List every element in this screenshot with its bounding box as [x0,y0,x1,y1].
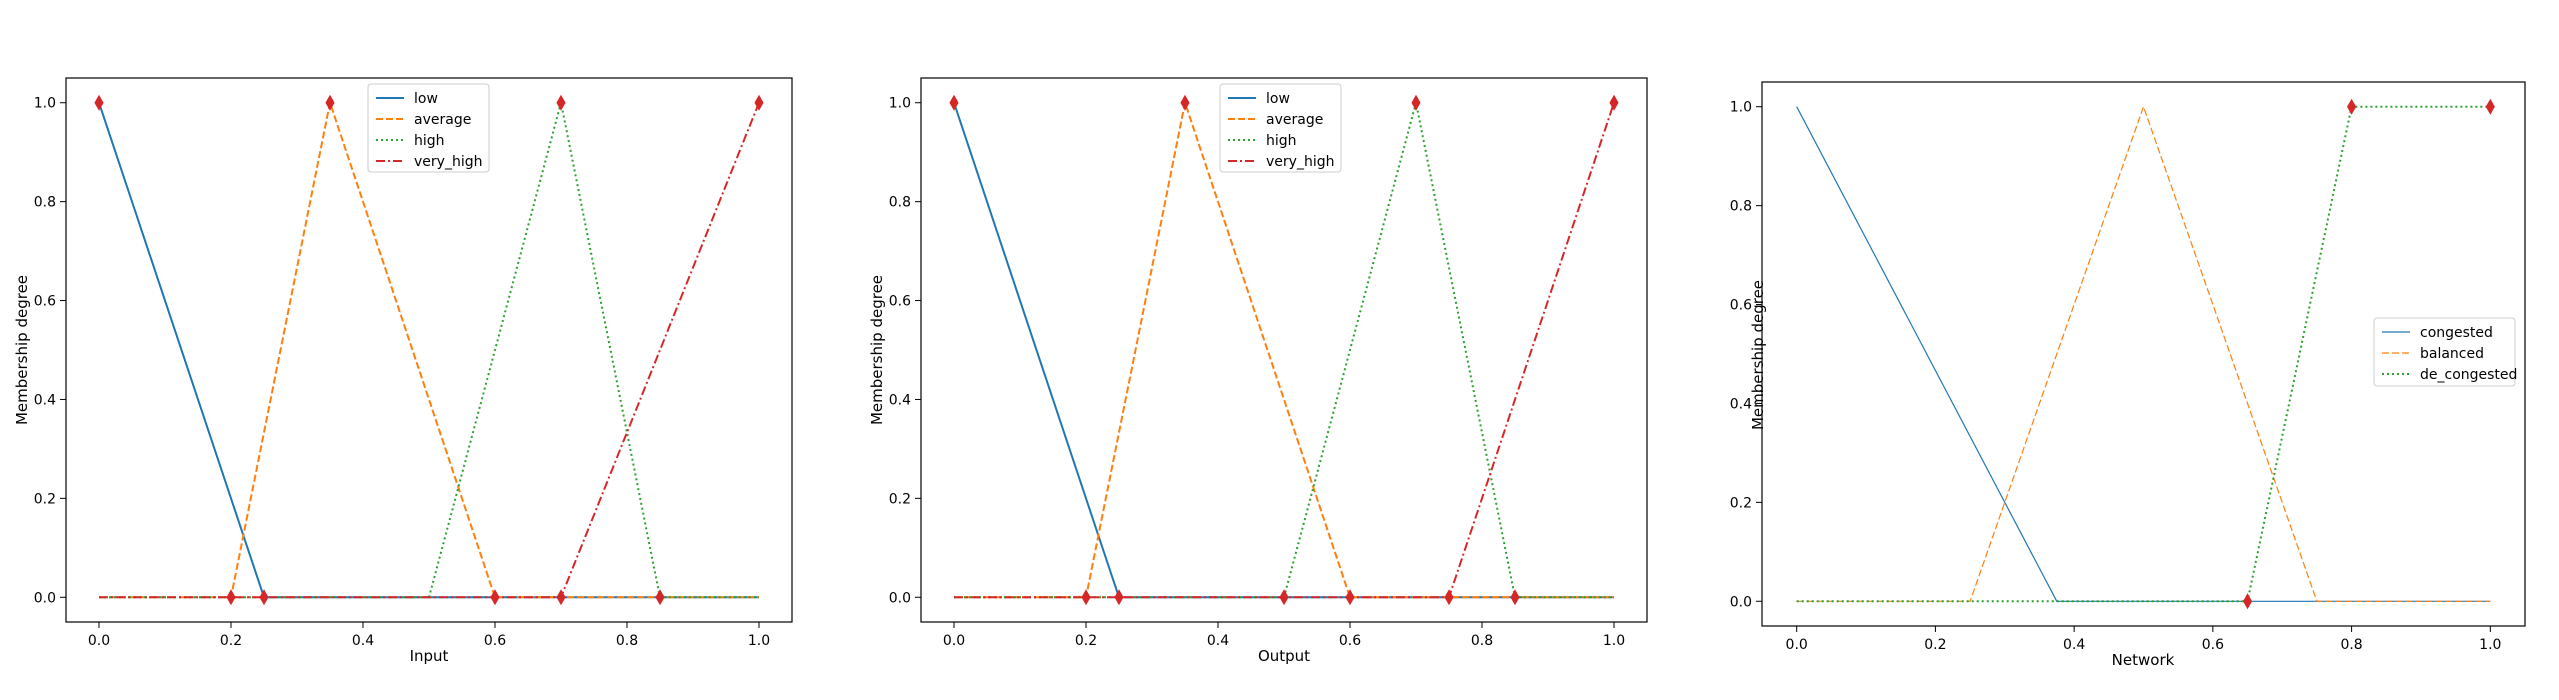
subplot-input: Input Membership degree 0.0 0.2 0.4 0.6 0.8 1… [13,77,793,665]
data-marker [1609,94,1619,111]
data-marker [1444,589,1454,606]
legend-label-very_high: very_high [414,154,482,170]
subplot-network: Network Membership degree 0.0 0.2 0.4 0.6 0.… [1730,81,2526,669]
legend-label-average: average [414,112,471,128]
y-tick-label: 0.0 [34,590,56,606]
y-tick-label: 1.0 [889,96,911,112]
x-tick-label: 0.6 [2202,637,2224,653]
x-tick-label: 0.8 [2340,637,2362,653]
y-tick-label: 0.6 [889,294,911,310]
x-tick-label: 0.4 [1207,633,1229,649]
data-marker [94,94,104,111]
y-tick-label: 0.4 [1730,396,1752,412]
legend: low average high very_high [367,83,490,173]
x-tick-label: 1.0 [748,633,770,649]
y-tick-label: 0.0 [1730,594,1752,610]
y-tick-label: 0.4 [34,392,56,408]
data-marker [949,94,959,111]
x-tick-label: 1.0 [1603,633,1625,649]
x-tick-label: 0.2 [220,633,242,649]
xlabel: Network [2112,651,2175,669]
data-marker [1411,94,1421,111]
y-tick-label: 0.2 [34,491,56,507]
data-marker [259,589,269,606]
data-marker [325,94,335,111]
x-tick-label: 0.8 [616,633,638,649]
data-marker [490,589,500,606]
x-tick-label: 0.8 [1471,633,1493,649]
data-marker [2242,593,2253,610]
legend-label-average: average [1266,112,1323,128]
data-marker [2485,98,2495,115]
axes-frame [920,77,1648,623]
y-tick-label: 0.6 [1730,298,1752,314]
data-marker [556,589,566,606]
xlabel: Output [1258,647,1310,665]
y-tick-label: 0.2 [889,491,911,507]
y-tick-label: 0.8 [1730,199,1752,215]
x-tick-label: 0.4 [352,633,374,649]
x-tick-label: 0.2 [1924,637,1946,653]
data-marker [655,589,665,606]
legend-label-balanced: balanced [2420,346,2484,362]
xlabel: Input [410,647,449,665]
legend-label-low: low [1266,91,1290,107]
x-tick-label: 0.0 [1786,637,1808,653]
series-line-de_congested [1796,105,2491,603]
legend: low average high very_high [1219,83,1342,173]
legend-label-very_high: very_high [1266,154,1334,170]
y-tick-label: 0.4 [889,392,911,408]
data-marker [1279,589,1289,606]
x-tick-label: 0.0 [943,633,965,649]
legend-label-low: low [414,91,438,107]
data-marker [1510,589,1520,606]
legend-box [1219,83,1342,173]
data-marker [1345,589,1355,606]
x-tick-label: 0.2 [1075,633,1097,649]
ylabel: Membership degree [13,275,31,425]
data-marker [2347,98,2357,115]
legend-label-congested: congested [2420,325,2493,341]
data-marker [754,94,764,111]
legend: congested balanced de_congested [2373,317,2517,387]
data-marker [556,94,566,111]
axes-frame [65,77,793,623]
y-tick-label: 0.6 [34,294,56,310]
x-tick-label: 0.4 [2063,637,2085,653]
data-marker [1081,589,1091,606]
x-tick-label: 0.6 [484,633,506,649]
y-tick-label: 0.2 [1730,495,1752,511]
legend-label-high: high [1266,133,1297,149]
legend-box [367,83,490,173]
legend-label-high: high [414,133,445,149]
data-marker [1114,589,1124,606]
data-marker [226,589,236,606]
x-tick-label: 0.6 [1339,633,1361,649]
legend-box [2373,317,2516,387]
y-tick-label: 0.8 [34,195,56,211]
subplot-output: Output Membership degree 0.0 0.2 0.4 0.6 0.8… [868,77,1648,665]
y-tick-label: 0.0 [889,590,911,606]
y-tick-label: 1.0 [34,96,56,112]
data-marker [1180,94,1190,111]
y-tick-label: 0.8 [889,195,911,211]
y-tick-label: 1.0 [1730,100,1752,116]
legend-label-de_congested: de_congested [2420,367,2517,383]
axes-frame [1761,81,2526,627]
ylabel: Membership degree [868,275,886,425]
x-tick-label: 0.0 [88,633,110,649]
x-tick-label: 1.0 [2479,637,2501,653]
